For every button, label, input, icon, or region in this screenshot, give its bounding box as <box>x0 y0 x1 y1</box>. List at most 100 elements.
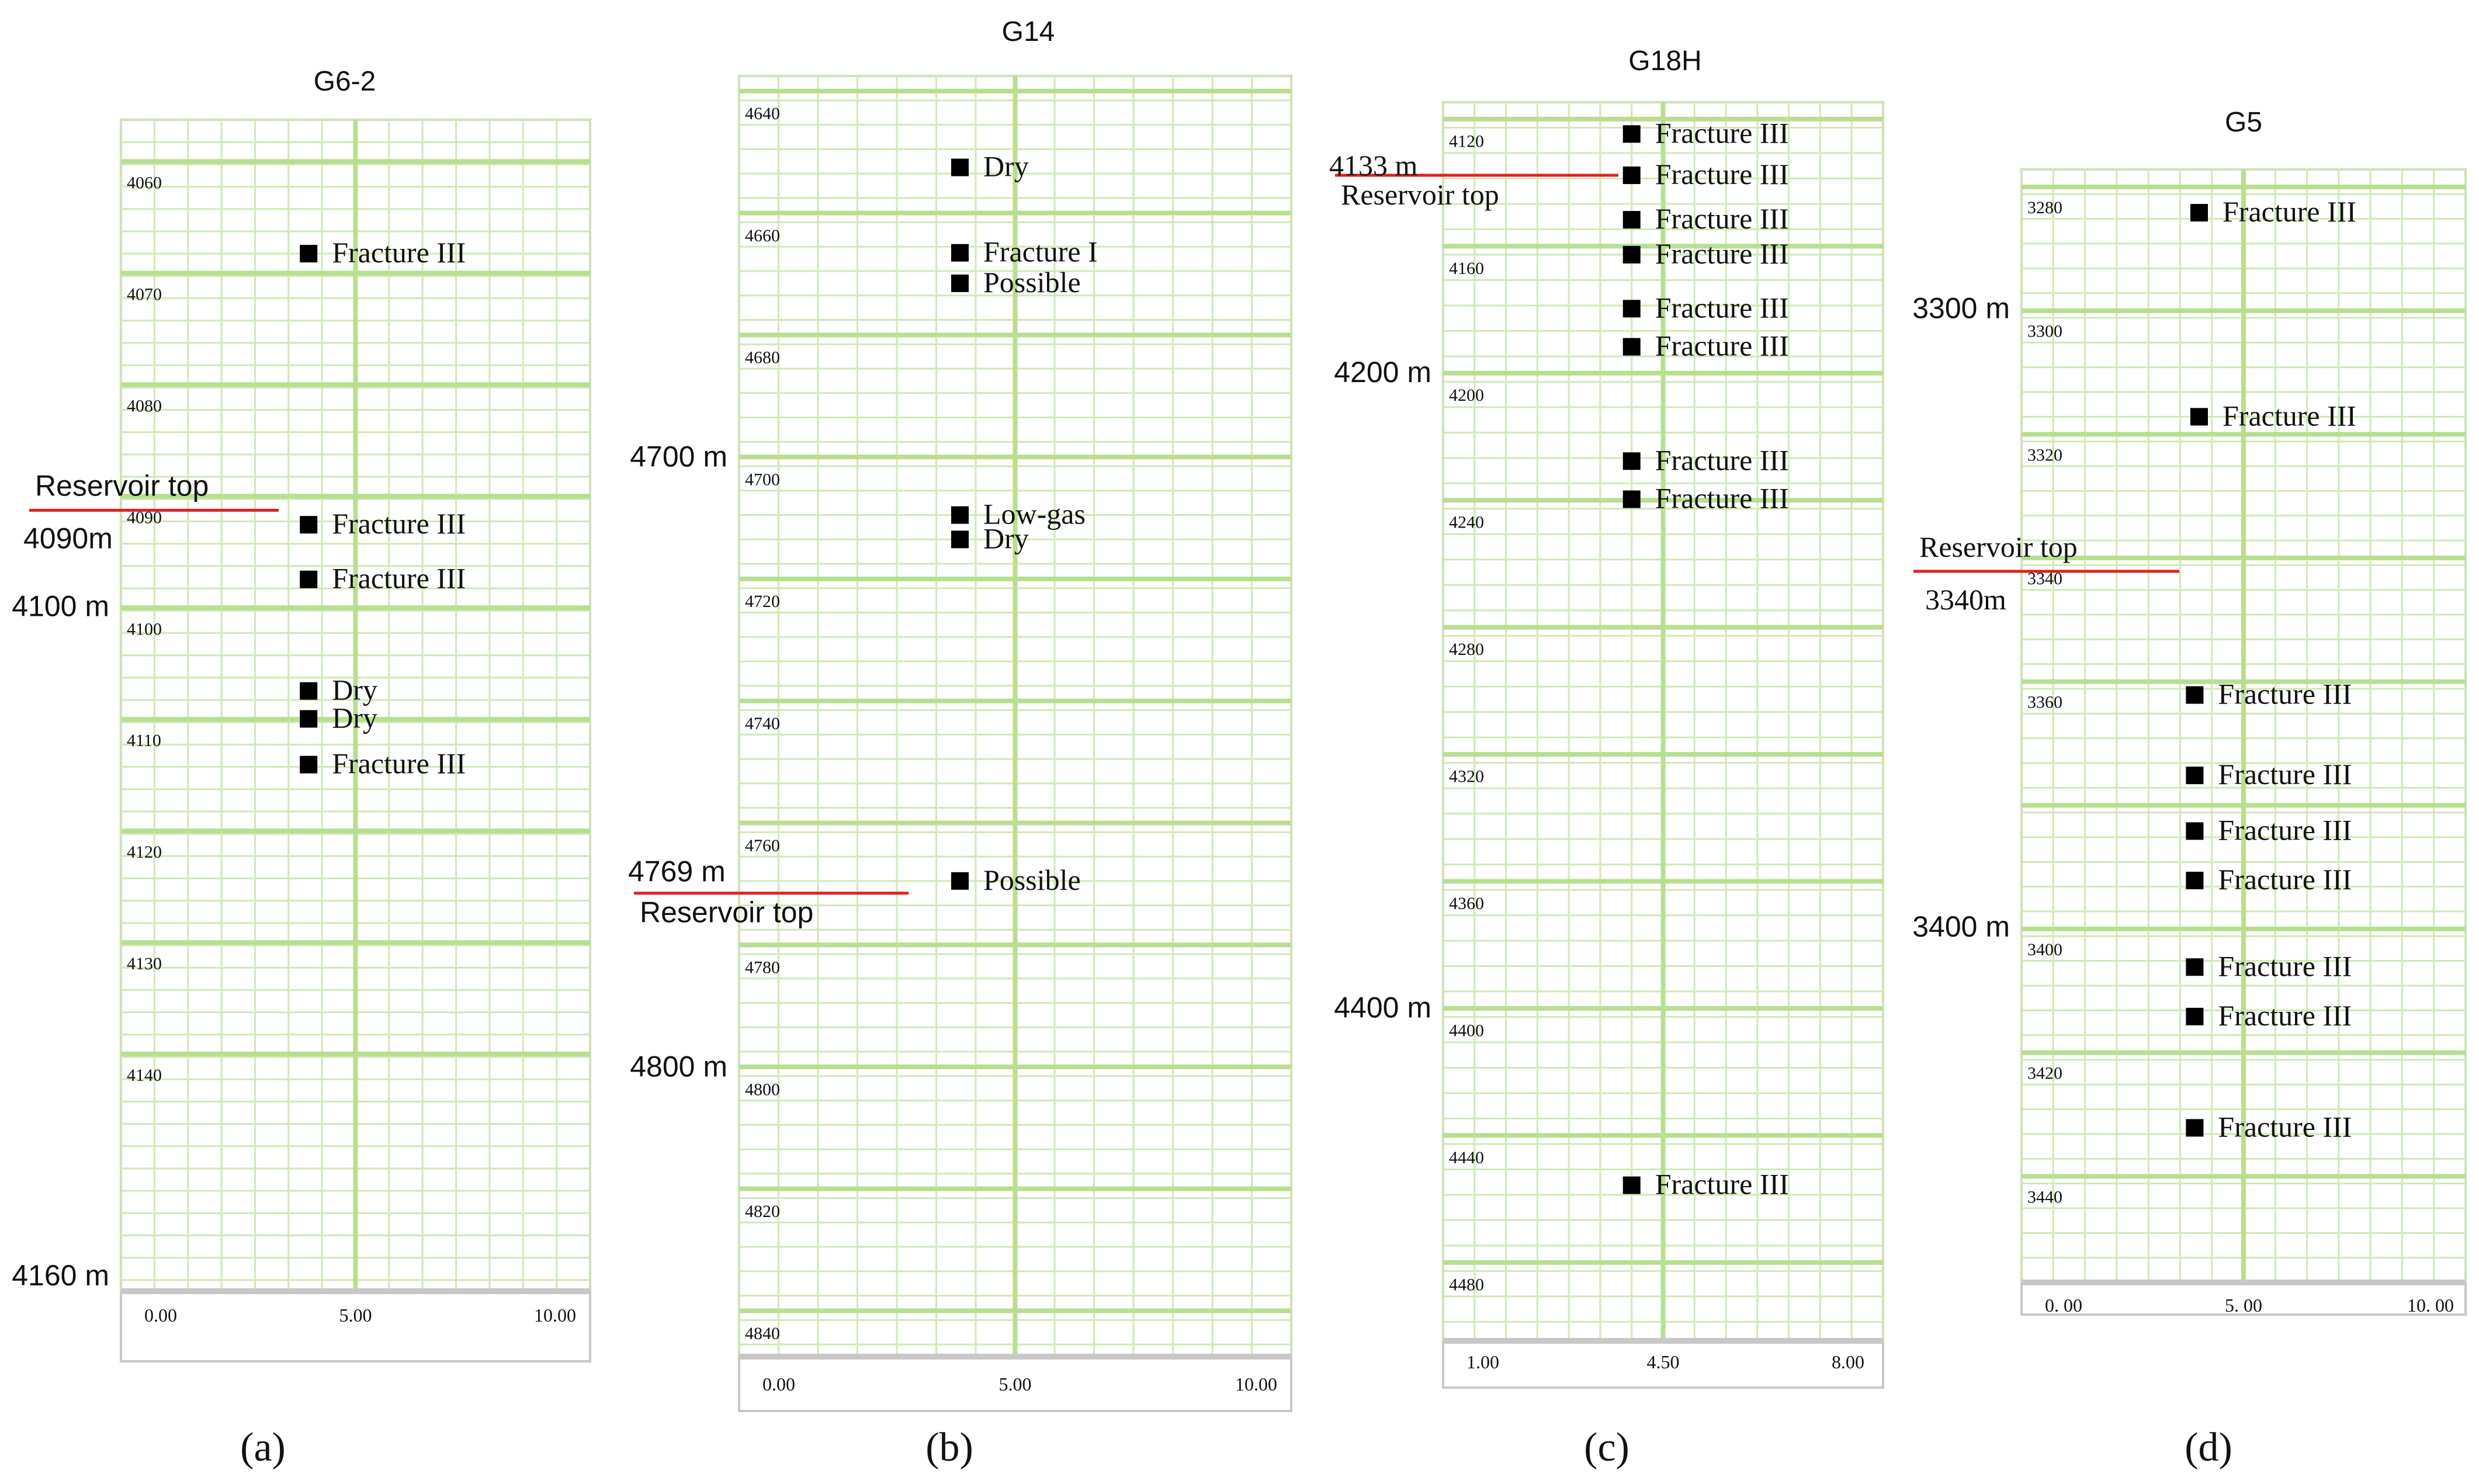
y-tick-label: 4130 <box>127 954 162 973</box>
y-tick-label: 4240 <box>1449 513 1484 532</box>
y-tick-label: 3360 <box>2027 693 2062 712</box>
x-tick-label: 0.00 <box>762 1374 795 1395</box>
depth-annotation: 4400 m <box>1334 991 1431 1024</box>
data-point-label: Dry <box>332 674 377 706</box>
data-point <box>1622 167 1641 185</box>
x-tick-label: 5.00 <box>339 1305 372 1326</box>
reservoir-top-label: Reservoir top <box>1919 531 2078 563</box>
data-point <box>2186 767 2204 785</box>
chart-title: G18H <box>1628 46 1701 77</box>
panel-label: (d) <box>2185 1425 2232 1470</box>
y-tick-label: 4080 <box>127 396 162 415</box>
x-tick-label: 0. 00 <box>2045 1295 2082 1316</box>
data-point <box>951 531 969 549</box>
data-point-label: Dry <box>332 701 377 734</box>
data-point-label: Fracture III <box>2218 949 2352 982</box>
data-point <box>2186 1119 2204 1137</box>
data-point-label: Low-gas <box>983 498 1086 531</box>
data-point <box>300 682 318 700</box>
data-point <box>951 274 969 292</box>
reservoir-depth-label: 3340m <box>1925 583 2006 616</box>
panel-label: (b) <box>925 1425 973 1470</box>
data-point-label: Fracture III <box>2223 399 2356 432</box>
data-point-label: Fracture III <box>2218 678 2352 710</box>
data-point <box>2186 958 2204 976</box>
data-point <box>2190 204 2208 222</box>
data-point <box>300 710 318 728</box>
data-point <box>2186 872 2204 890</box>
panel-g6-2: 4060407040804090410041104120413041400.00… <box>12 66 591 1470</box>
reservoir-top-label: Reservoir top <box>640 896 813 929</box>
y-tick-label: 4120 <box>1449 131 1484 151</box>
data-point-label: Fracture III <box>2223 195 2356 228</box>
x-tick-label: 5.00 <box>999 1374 1032 1395</box>
y-tick-label: 4200 <box>1449 386 1484 405</box>
data-point-label: Fracture III <box>1655 330 1789 362</box>
y-tick-label: 4820 <box>745 1202 780 1221</box>
y-tick-label: 4140 <box>127 1066 162 1085</box>
chart-title: G6-2 <box>314 66 376 97</box>
y-tick-label: 4400 <box>1449 1021 1484 1040</box>
data-point-label: Dry <box>983 522 1029 554</box>
y-tick-label: 4060 <box>127 173 162 192</box>
y-tick-label: 4360 <box>1449 894 1484 913</box>
data-point-label: Fracture III <box>2218 1110 2352 1143</box>
data-point <box>1622 452 1641 470</box>
y-tick-label: 3400 <box>2027 940 2062 959</box>
data-point <box>1622 1176 1641 1194</box>
x-tick-label: 0.00 <box>144 1305 177 1326</box>
data-point-label: Fracture III <box>332 747 466 780</box>
data-point-label: Fracture III <box>332 562 466 595</box>
y-tick-label: 3300 <box>2027 322 2062 341</box>
y-tick-label: 4280 <box>1449 640 1484 659</box>
data-point <box>951 244 969 262</box>
y-tick-label: 4440 <box>1449 1148 1484 1167</box>
panel-g18h: 4120 4160 4200 4240 4280 4320 4360 4400 4440 4480… <box>1329 46 1884 1470</box>
reservoir-depth-label: 4769 m <box>628 855 726 888</box>
data-point <box>300 570 318 588</box>
data-point <box>2186 1007 2204 1025</box>
data-point <box>1622 490 1641 508</box>
depth-annotation: 4800 m <box>630 1050 727 1083</box>
data-point-label: Fracture III <box>332 236 466 269</box>
y-tick-label: 4700 <box>745 470 780 489</box>
reservoir-top-label: Reservoir top <box>35 469 209 502</box>
y-tick-label: 4640 <box>745 104 780 123</box>
y-tick-label: 4320 <box>1449 767 1484 786</box>
y-tick-label: 4840 <box>745 1324 780 1343</box>
data-point <box>1622 338 1641 356</box>
chart-title: G5 <box>2225 107 2262 138</box>
y-tick-label: 4480 <box>1449 1275 1484 1294</box>
data-point-label: Fracture III <box>332 507 466 540</box>
y-tick-label: 4740 <box>745 714 780 733</box>
data-point <box>2190 408 2208 426</box>
data-point-label: Fracture III <box>1655 158 1789 190</box>
data-point <box>300 755 318 774</box>
depth-annotation: 4160 m <box>12 1259 109 1292</box>
data-point <box>1622 300 1641 318</box>
depth-annotation: 3400 m <box>1912 910 2010 943</box>
data-point <box>951 158 969 176</box>
reservoir-depth-label: 4133 m <box>1329 149 1418 182</box>
depth-annotation: 4200 m <box>1334 356 1431 389</box>
panel-label: (c) <box>1584 1425 1629 1470</box>
y-tick-label: 4780 <box>745 958 780 977</box>
y-tick-label: 4160 <box>1449 259 1484 278</box>
x-tick-label: 10.00 <box>534 1305 576 1326</box>
data-point <box>2186 686 2204 704</box>
x-tick-label: 4.50 <box>1647 1351 1680 1372</box>
panel-g14: 4640 4660 4680 4700 4720 4740 4760 4780 4800 4820… <box>628 16 1292 1470</box>
data-point <box>2186 822 2204 840</box>
data-point <box>1622 125 1641 143</box>
chart-title: G14 <box>1002 16 1055 47</box>
depth-annotation: 4100 m <box>12 590 109 622</box>
data-point-label: Fracture III <box>2218 813 2352 846</box>
data-point-label: Fracture III <box>1655 481 1789 514</box>
y-tick-label: 4120 <box>127 842 162 862</box>
y-tick-label: 4070 <box>127 285 162 304</box>
x-tick-label: 5. 00 <box>2225 1295 2262 1316</box>
data-point-label: Possible <box>983 266 1081 299</box>
y-tick-label: 4100 <box>127 619 162 639</box>
